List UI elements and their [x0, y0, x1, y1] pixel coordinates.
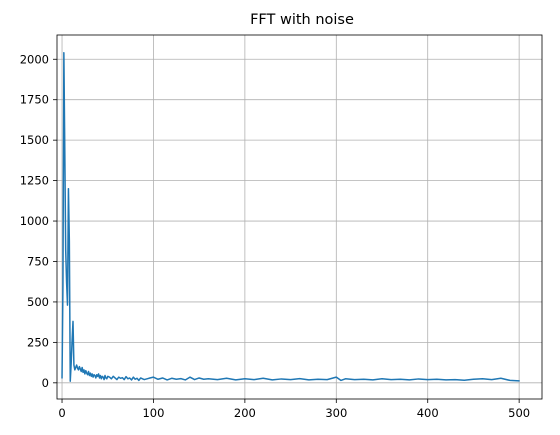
y-tick-label-7: 1750	[20, 93, 49, 107]
y-tick-label-6: 1500	[20, 133, 49, 147]
y-tick-label-3: 750	[27, 254, 49, 268]
axes-layer	[56, 34, 543, 400]
grid-layer	[57, 35, 542, 399]
x-tick-label-3: 300	[325, 406, 347, 420]
chart-title: FFT with noise	[250, 12, 354, 28]
x-tick-label-4: 400	[417, 406, 439, 420]
y-tick-label-2: 500	[27, 295, 49, 309]
y-tick-label-1: 250	[27, 335, 49, 349]
tick-layer: 0 100 200 300 400 500 0 250 500 750 1000 1250 1500 17…	[20, 52, 530, 420]
x-tick-label-0: 0	[58, 406, 65, 420]
y-tick-label-8: 2000	[20, 52, 49, 66]
y-tick-label-0: 0	[42, 376, 49, 390]
x-tick-label-5: 500	[508, 406, 530, 420]
x-tick-label-2: 200	[234, 406, 256, 420]
x-tick-label-1: 100	[142, 406, 164, 420]
y-tick-label-4: 1000	[20, 214, 49, 228]
series-layer	[61, 52, 520, 382]
series-line-0	[61, 52, 520, 382]
y-tick-label-5: 1250	[20, 174, 49, 188]
plot-frame	[56, 34, 543, 400]
